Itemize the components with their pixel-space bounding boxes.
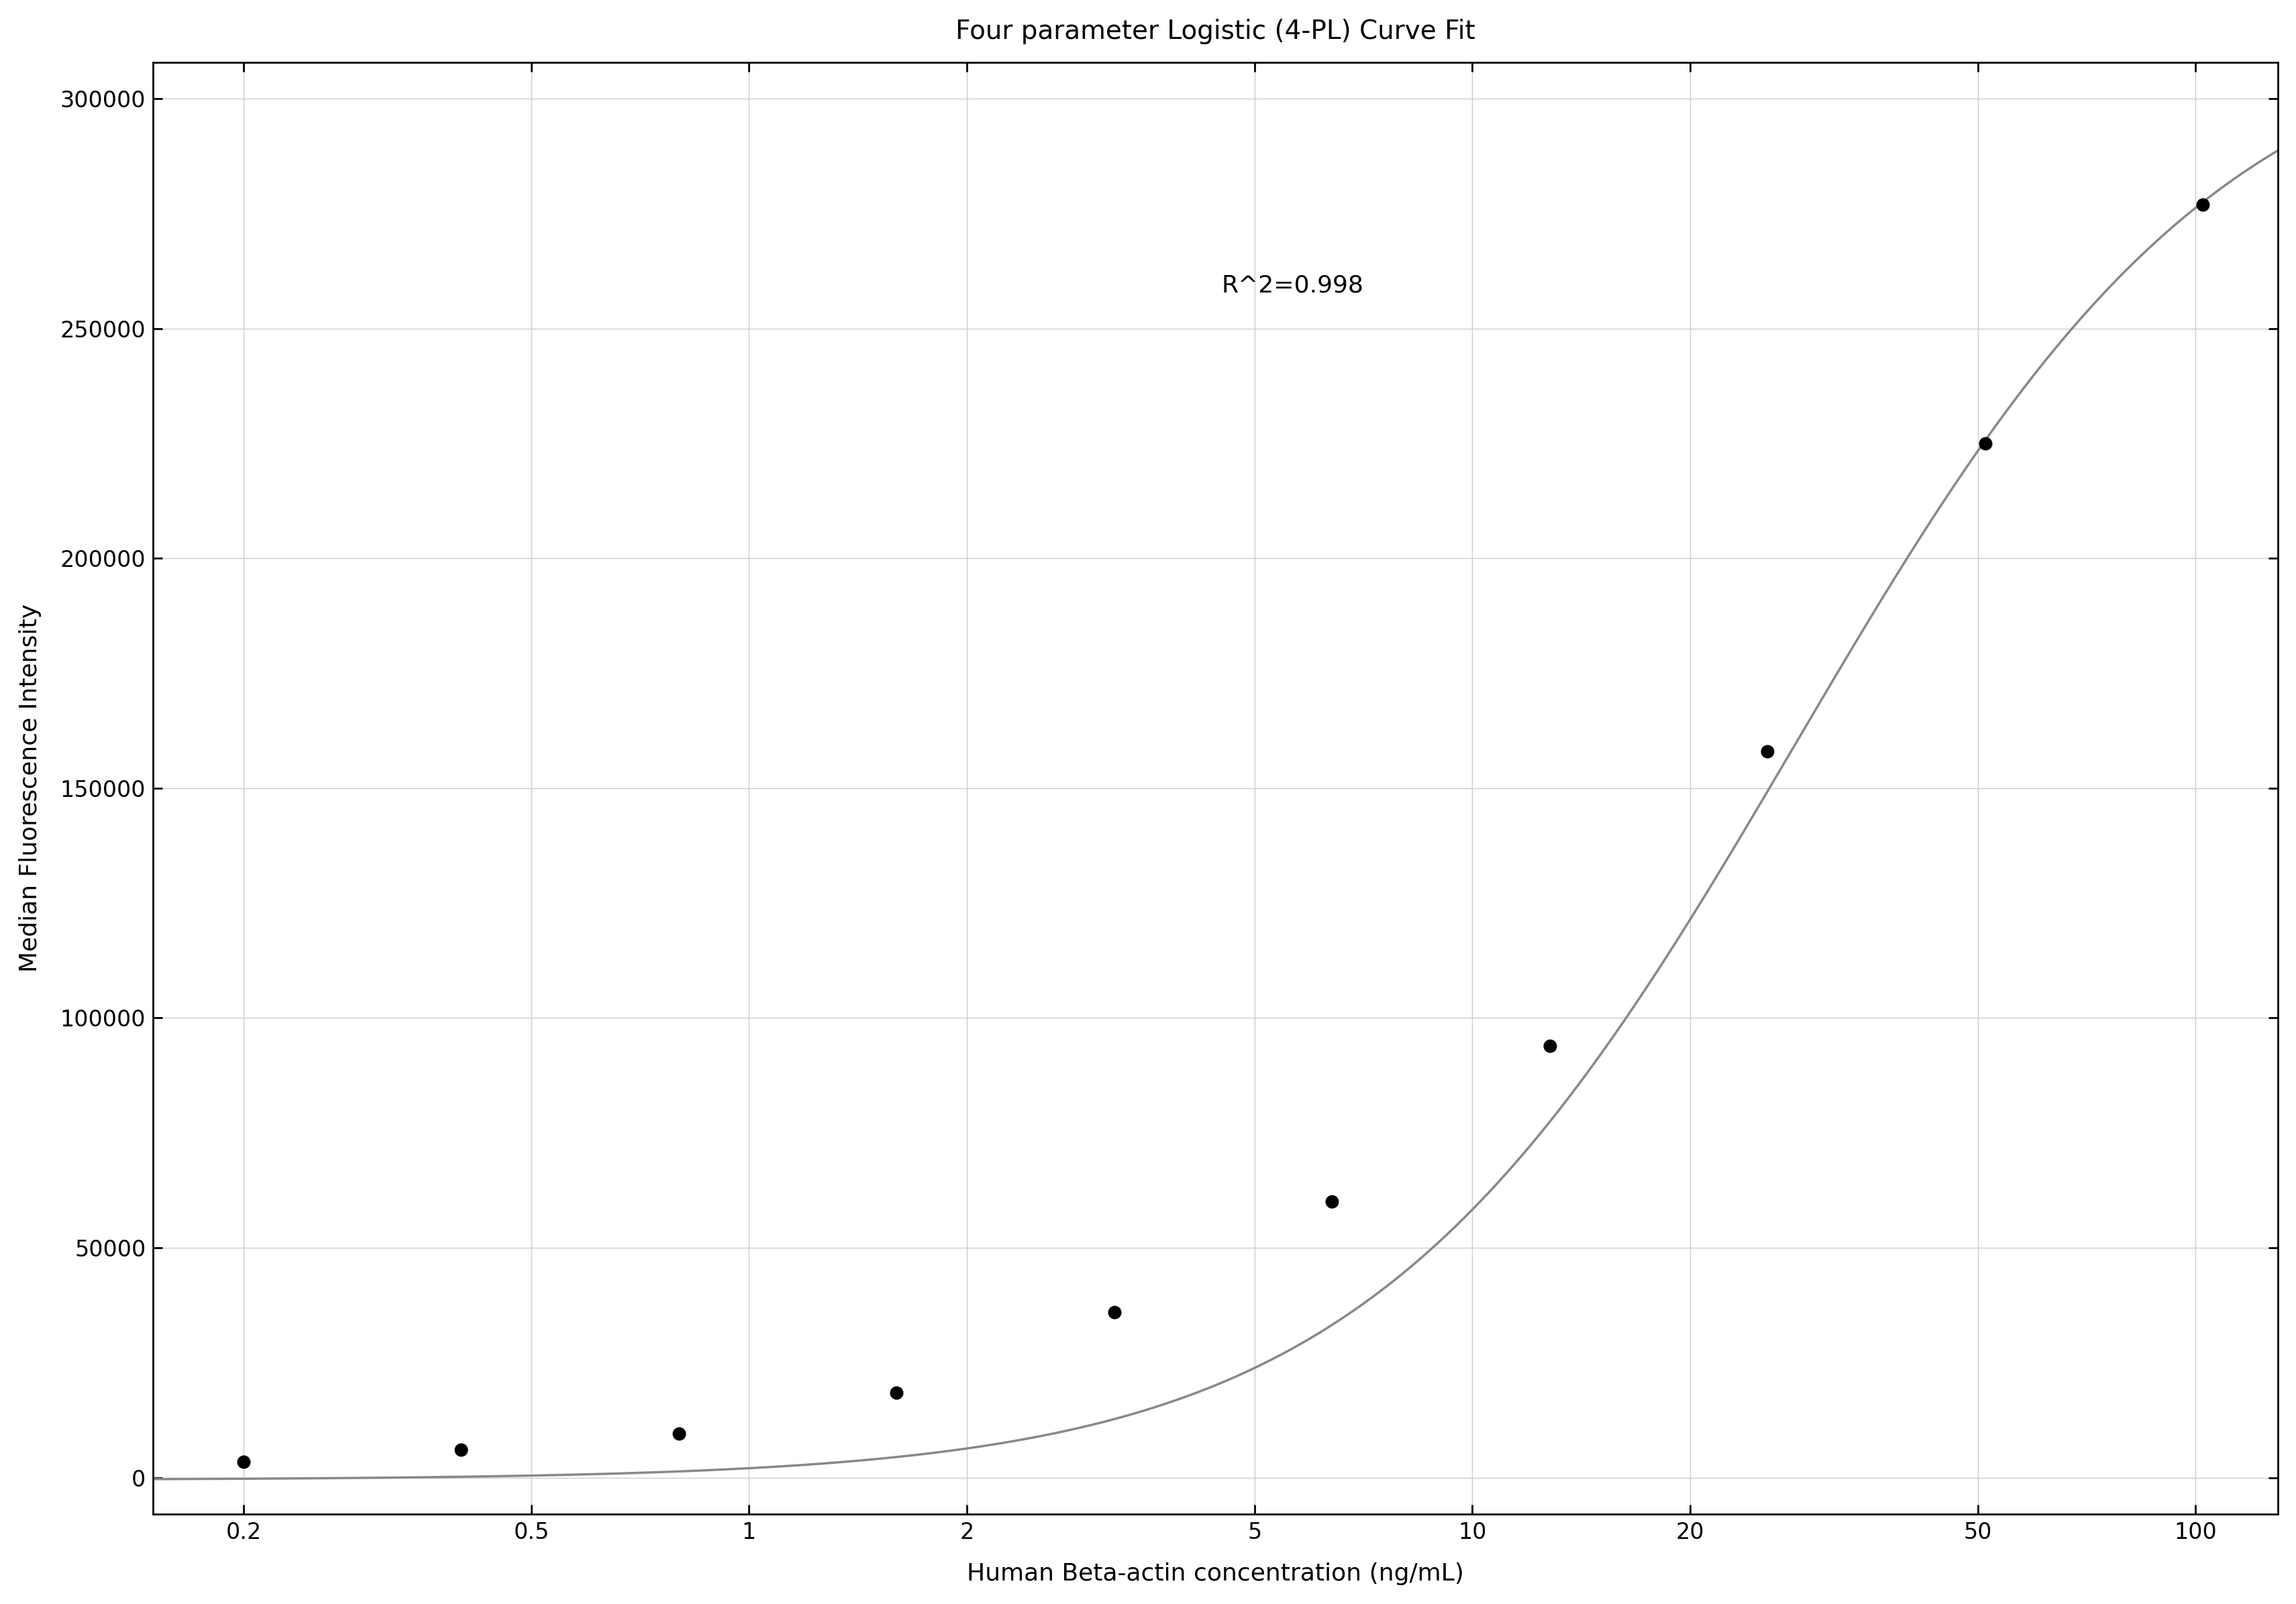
Point — [225, 1448, 262, 1474]
Text: R^2=0.998: R^2=0.998 — [1221, 274, 1364, 297]
Point — [1095, 1299, 1132, 1325]
Point — [1313, 1189, 1350, 1214]
Point — [2183, 192, 2220, 218]
Point — [1750, 738, 1786, 764]
Point — [1965, 430, 2002, 456]
Y-axis label: Median Fluorescence Intensity: Median Fluorescence Intensity — [18, 605, 41, 972]
Title: Four parameter Logistic (4-PL) Curve Fit: Four parameter Logistic (4-PL) Curve Fit — [955, 19, 1474, 45]
Point — [661, 1421, 698, 1447]
Point — [443, 1437, 480, 1463]
Point — [1531, 1033, 1568, 1059]
Point — [877, 1379, 914, 1405]
X-axis label: Human Beta-actin concentration (ng/mL): Human Beta-actin concentration (ng/mL) — [967, 1562, 1465, 1585]
